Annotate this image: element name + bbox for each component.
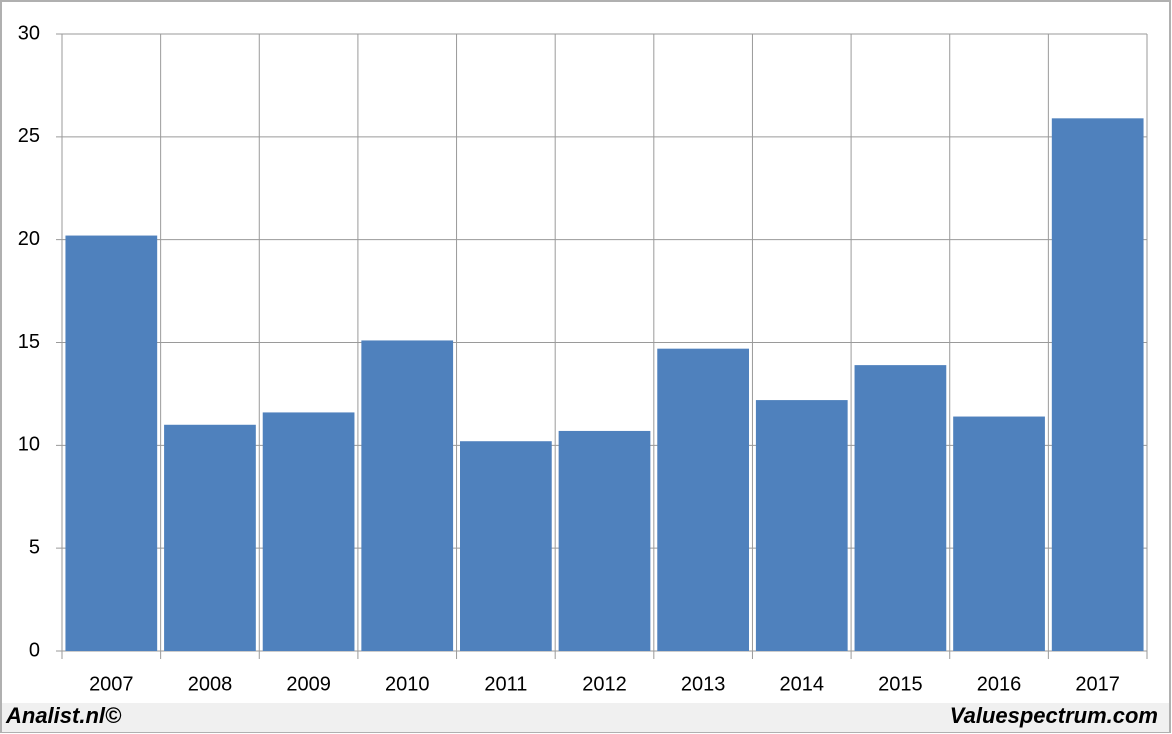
x-tick-label: 2008 <box>188 673 233 695</box>
bar <box>953 416 1045 651</box>
y-tick-label: 30 <box>18 22 40 44</box>
x-tick-label: 2010 <box>385 673 430 695</box>
footer-right: Valuespectrum.com <box>950 703 1158 728</box>
bar <box>854 365 947 651</box>
x-tick-label: 2015 <box>878 673 923 695</box>
x-tick-label: 2017 <box>1075 673 1120 695</box>
x-tick-label: 2016 <box>977 673 1022 695</box>
x-tick-label: 2011 <box>484 673 527 695</box>
bar <box>755 400 848 651</box>
bar <box>361 340 454 651</box>
bar <box>459 441 552 651</box>
x-tick-label: 2013 <box>681 673 726 695</box>
bar <box>164 424 256 651</box>
x-tick-label: 2007 <box>89 673 134 695</box>
y-tick-label: 15 <box>18 331 40 353</box>
x-tick-label: 2009 <box>286 673 331 695</box>
y-tick-label: 25 <box>18 125 40 147</box>
bar <box>65 235 158 651</box>
y-tick-label: 20 <box>18 228 40 250</box>
bar <box>262 412 355 651</box>
y-tick-label: 0 <box>29 639 40 661</box>
bar <box>558 430 651 651</box>
bar <box>1051 118 1144 651</box>
y-tick-label: 10 <box>18 434 40 456</box>
footer-left: Analist.nl© <box>5 703 122 728</box>
bar <box>657 348 750 651</box>
footer-bar <box>2 703 1169 732</box>
x-tick-label: 2014 <box>780 673 825 695</box>
y-tick-label: 5 <box>29 536 40 558</box>
x-tick-label: 2012 <box>582 673 627 695</box>
